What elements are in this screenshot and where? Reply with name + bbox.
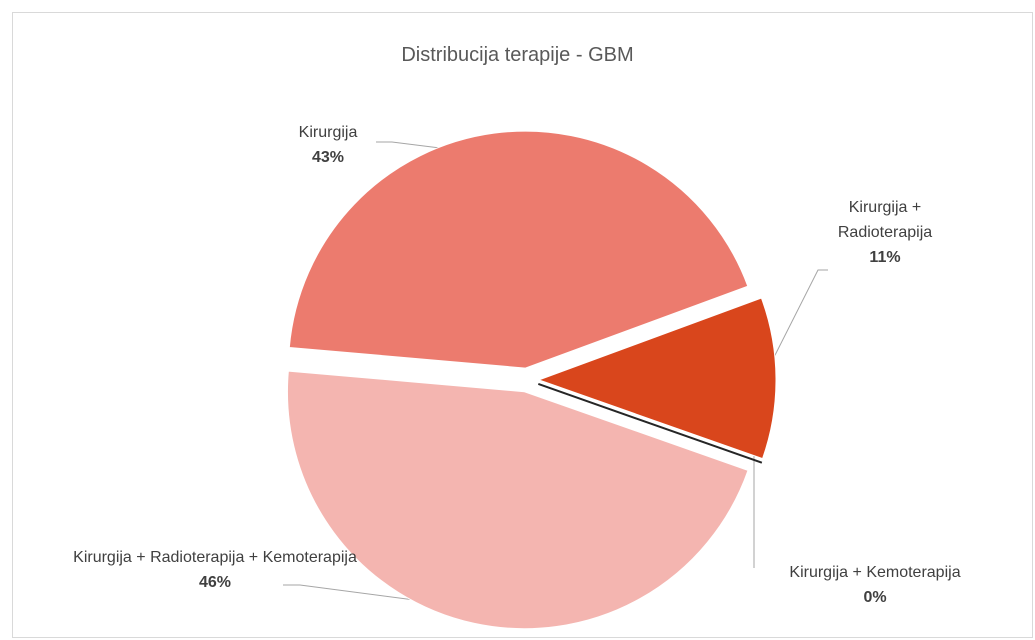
chart-title: Distribucija terapije - GBM (401, 44, 634, 66)
slice-percent: 0% (863, 589, 887, 606)
pie-slice (288, 130, 749, 369)
leader-line (764, 269, 828, 376)
slice-percent: 46% (198, 574, 232, 591)
pie-slice (537, 383, 763, 464)
slice-percent: 11% (869, 249, 901, 266)
slice-name: Kirurgija + Radioterapija (837, 199, 933, 241)
slice-percent: 43% (311, 149, 345, 166)
slice-name: Kirurgija + Radioterapija + Kemoterapija (73, 549, 357, 566)
pie-slice (287, 370, 749, 630)
data-label: Kirurgija + Radioterapija + Kemoterapija… (65, 545, 365, 595)
data-label: Kirurgija + Radioterapija 11% (810, 195, 960, 270)
data-label: Kirurgija + Kemoterapija 0% (745, 560, 1005, 610)
slices (287, 130, 777, 630)
chart-frame (12, 12, 1033, 638)
slice-name: Kirurgija (298, 124, 358, 141)
pie-slice (537, 297, 777, 460)
slice-name: Kirurgija + Kemoterapija (789, 564, 961, 581)
data-label: Kirurgija 43% (263, 120, 393, 170)
